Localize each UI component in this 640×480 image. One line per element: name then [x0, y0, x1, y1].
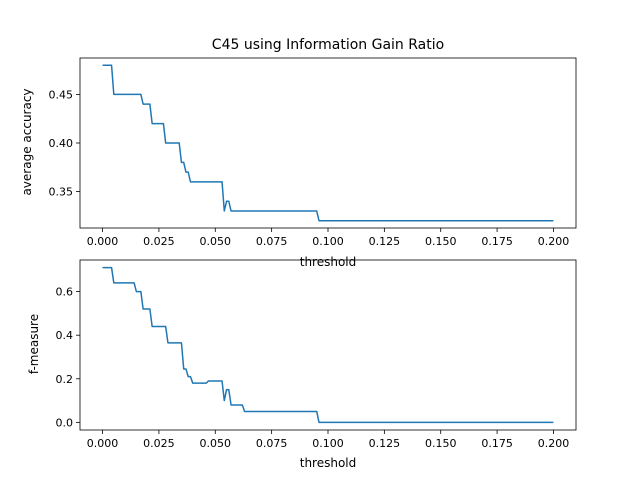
- top-axes: C45 using Information Gain Ratio 0.000 0.…: [20, 37, 577, 269]
- top-x-tick-label: 0.075: [256, 235, 288, 248]
- top-series-line-0: [102, 64, 554, 222]
- top-x-tick-label: 0.200: [538, 235, 570, 248]
- top-x-tick-label: 0.125: [369, 235, 401, 248]
- top-y-axis-label: average accuracy: [20, 88, 34, 195]
- top-x-tick-label: 0.100: [312, 235, 344, 248]
- bottom-x-tick-label: 0.150: [425, 437, 457, 450]
- top-x-tick-label: 0.150: [425, 235, 457, 248]
- bottom-x-tick-label: 0.075: [256, 437, 288, 450]
- top-x-tick-label: 0.175: [481, 235, 513, 248]
- bottom-x-tick-label: 0.100: [312, 437, 344, 450]
- bottom-x-tick-label: 0.125: [369, 437, 401, 450]
- top-x-ticks: 0.000 0.025 0.050 0.075 0.100 0.125 0.150 0.175…: [87, 228, 569, 248]
- bottom-x-axis-label: threshold: [300, 456, 357, 470]
- bottom-x-tick-label: 0.050: [200, 437, 232, 450]
- top-y-ticks: 0.35 0.40 0.45: [49, 88, 80, 199]
- top-x-tick-label: 0.025: [143, 235, 175, 248]
- bottom-y-tick-label: 0.2: [56, 373, 74, 386]
- top-y-tick-label: 0.40: [49, 137, 74, 150]
- top-x-tick-label: 0.050: [200, 235, 232, 248]
- top-x-axis-label: threshold: [300, 255, 357, 269]
- bottom-y-tick-label: 0.4: [56, 329, 74, 342]
- top-chart-title: C45 using Information Gain Ratio: [212, 37, 444, 53]
- bottom-series-line-0: [102, 266, 554, 424]
- top-y-tick-label: 0.45: [49, 88, 74, 101]
- bottom-x-ticks: 0.000 0.025 0.050 0.075 0.100 0.125 0.150 0.175…: [87, 430, 569, 450]
- bottom-x-tick-label: 0.200: [538, 437, 570, 450]
- top-y-tick-label: 0.35: [49, 186, 74, 199]
- bottom-axes: 0.000 0.025 0.050 0.075 0.100 0.125 0.150 0.175…: [27, 259, 577, 470]
- bottom-y-tick-label: 0.0: [56, 416, 74, 429]
- bottom-y-ticks: 0.0 0.2 0.4 0.6: [56, 286, 80, 429]
- bottom-y-tick-label: 0.6: [56, 286, 74, 299]
- bottom-x-tick-label: 0.000: [87, 437, 119, 450]
- bottom-x-tick-label: 0.175: [481, 437, 513, 450]
- bottom-y-axis-label: f-measure: [27, 314, 41, 374]
- top-x-tick-label: 0.000: [87, 235, 119, 248]
- bottom-x-tick-label: 0.025: [143, 437, 175, 450]
